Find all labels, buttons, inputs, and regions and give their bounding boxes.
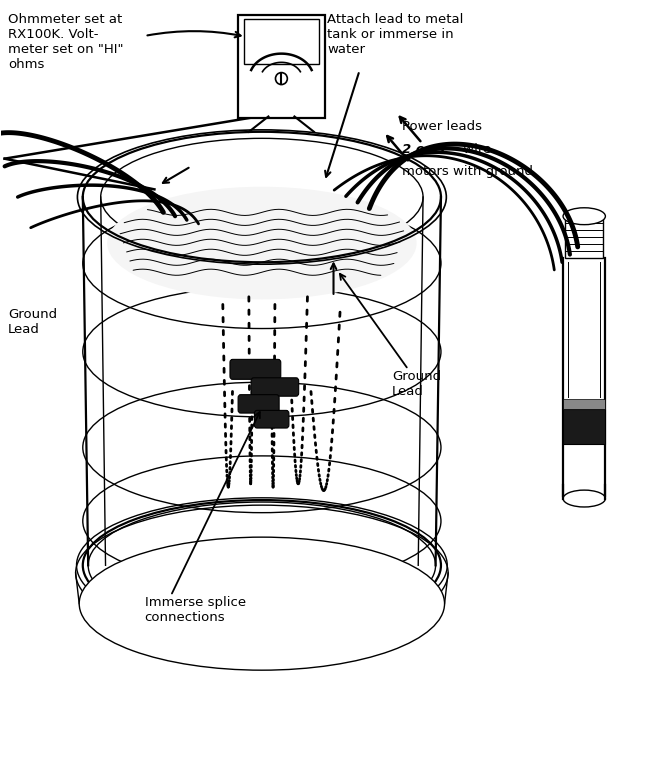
FancyBboxPatch shape [251,378,299,397]
FancyBboxPatch shape [245,19,318,64]
FancyBboxPatch shape [230,360,281,380]
Bar [563,216,606,507]
Text: 2 or 3: 2 or 3 [402,143,445,156]
Text: Ohmmeter set at
RX100K. Volt-
meter set on "HI"
ohms: Ohmmeter set at RX100K. Volt- meter set … [8,13,124,71]
FancyBboxPatch shape [238,395,279,413]
Bar [563,400,606,409]
Bar [563,409,606,444]
Ellipse shape [275,72,287,85]
Text: Ground
Lead: Ground Lead [8,308,57,336]
Text: Ground
Lead: Ground Lead [392,370,441,397]
Text: Immerse splice
connections: Immerse splice connections [145,596,246,624]
Ellipse shape [107,186,417,300]
Text: motors with ground: motors with ground [402,165,533,178]
Text: Attach lead to metal
tank or immerse in
water: Attach lead to metal tank or immerse in … [327,13,464,56]
Text: wire: wire [459,143,492,156]
Text: Power leads: Power leads [402,120,482,133]
FancyBboxPatch shape [238,15,325,118]
Ellipse shape [563,208,606,225]
Polygon shape [83,197,441,565]
FancyBboxPatch shape [254,410,289,428]
Ellipse shape [79,537,445,670]
Ellipse shape [88,502,436,628]
Ellipse shape [563,490,606,507]
Bar [565,216,604,259]
